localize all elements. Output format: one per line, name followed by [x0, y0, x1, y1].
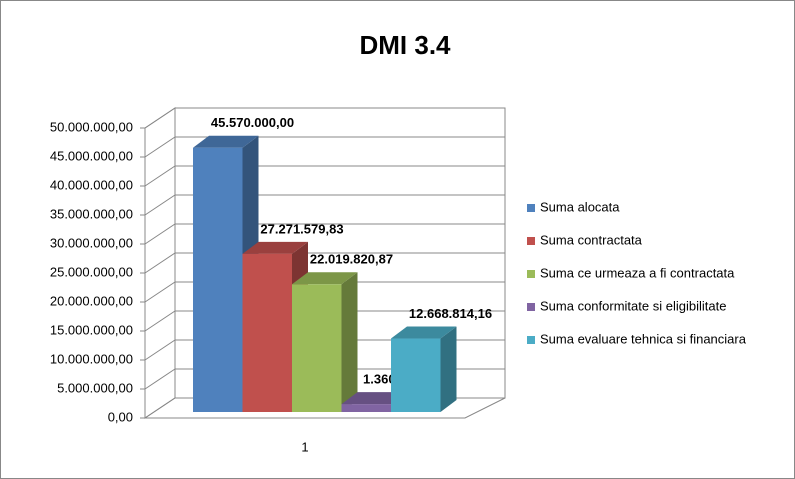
- bar-side: [440, 326, 457, 412]
- bar: [341, 404, 391, 412]
- y-tick-label: 50.000.000,00: [50, 119, 133, 134]
- data-label: 45.570.000,00: [211, 115, 294, 130]
- bar: [391, 338, 441, 412]
- legend-swatch: [527, 336, 535, 344]
- chart-title: DMI 3.4: [359, 30, 451, 60]
- bar: [193, 147, 243, 412]
- legend-label: Suma ce urmeaza a fi contractata: [540, 265, 735, 280]
- bar-top: [341, 392, 407, 405]
- bar-side: [341, 272, 358, 412]
- legend-swatch: [527, 270, 535, 278]
- bar-top: [292, 272, 358, 285]
- y-tick-label: 20.000.000,00: [50, 293, 133, 308]
- y-tick-label: 5.000.000,00: [57, 380, 133, 395]
- data-label: 22.019.820,87: [310, 252, 393, 267]
- data-label: 12.668.814,16: [409, 306, 492, 321]
- legend-label: Suma alocata: [540, 199, 620, 214]
- bar: [242, 253, 292, 412]
- grid-line: [144, 281, 505, 303]
- y-tick-label: 15.000.000,00: [50, 322, 133, 337]
- bar: [292, 284, 342, 412]
- data-label: 27.271.579,83: [260, 221, 343, 236]
- y-tick-label: 10.000.000,00: [50, 351, 133, 366]
- y-tick-label: 40.000.000,00: [50, 177, 133, 192]
- grid-line: [144, 223, 505, 245]
- legend-label: Suma evaluare tehnica si financiara: [540, 331, 747, 346]
- legend-label: Suma conformitate si eligibilitate: [540, 298, 726, 313]
- y-tick-label: 45.000.000,00: [50, 148, 133, 163]
- legend-label: Suma contractata: [540, 232, 643, 247]
- grid-line: [144, 165, 505, 187]
- y-tick-label: 25.000.000,00: [50, 264, 133, 279]
- y-tick-label: 30.000.000,00: [50, 235, 133, 250]
- legend-swatch: [527, 237, 535, 245]
- grid-line: [144, 194, 505, 216]
- y-tick-label: 35.000.000,00: [50, 206, 133, 221]
- grid-line: [144, 310, 505, 332]
- grid-line: [144, 252, 505, 274]
- grid-line: [144, 136, 505, 158]
- bar-top: [391, 326, 457, 339]
- grid-line: [144, 107, 505, 129]
- legend-swatch: [527, 204, 535, 212]
- bar-top: [193, 135, 259, 148]
- bar-top: [242, 241, 308, 254]
- x-tick-label: 1: [301, 439, 308, 454]
- y-tick-label: 0,00: [108, 409, 133, 424]
- legend-swatch: [527, 303, 535, 311]
